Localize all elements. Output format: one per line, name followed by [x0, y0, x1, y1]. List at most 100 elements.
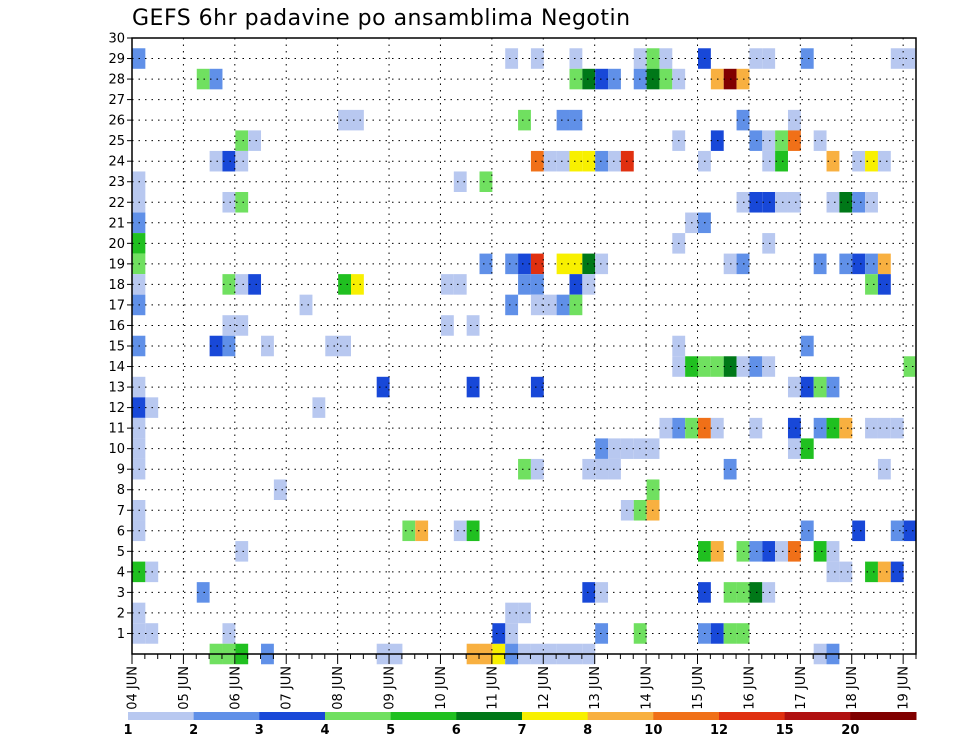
- heatmap-cell: [235, 150, 249, 172]
- y-tick-label: 15: [108, 340, 125, 355]
- heatmap-cell: [556, 294, 570, 316]
- heatmap-cell: [800, 335, 814, 357]
- heatmap-cell: [800, 48, 814, 69]
- heatmap-cell: [839, 192, 853, 213]
- y-tick-label: 4: [117, 565, 125, 580]
- heatmap-cell: [877, 150, 891, 172]
- heatmap-cell: [762, 541, 776, 562]
- heatmap-cell: [530, 376, 544, 398]
- heatmap-cell: [222, 315, 236, 336]
- x-tick-label: 14 JUN: [640, 666, 655, 710]
- heatmap-cell: [235, 315, 249, 336]
- heatmap-cell: [235, 274, 249, 295]
- x-tick-label: 11 JUN: [485, 666, 500, 710]
- heatmap-cell: [775, 192, 788, 213]
- heatmap-cell: [376, 376, 390, 398]
- heatmap-cell: [749, 48, 763, 69]
- heatmap-cell: [479, 171, 493, 192]
- heatmap-cell: [261, 335, 274, 357]
- x-tick-label: 18 JUN: [845, 666, 860, 710]
- color-legend: 1 2 3 4 5 6 7 8 10 12 15 20: [123, 712, 917, 738]
- heatmap-cell: [736, 253, 750, 275]
- legend-swatch: [128, 712, 195, 720]
- x-tick-label: 15 JUN: [691, 666, 706, 710]
- legend-label: 2: [189, 723, 198, 738]
- heatmap-cell: [466, 315, 480, 336]
- heatmap-cell: [826, 561, 840, 583]
- heatmap-cell: [582, 253, 596, 275]
- heatmap-cell: [440, 274, 454, 295]
- heatmap-cell: [569, 109, 583, 131]
- heatmap-cell: [877, 458, 891, 480]
- heatmap-cell: [787, 541, 801, 562]
- heatmap-cell: [826, 192, 840, 213]
- heatmap-cell: [736, 192, 750, 213]
- heatmap-cell: [569, 253, 583, 275]
- y-tick-label: 26: [108, 114, 125, 129]
- legend-swatch: [587, 712, 654, 720]
- heatmap-cell: [453, 171, 467, 192]
- legend-swatch: [719, 712, 786, 720]
- x-tick-label: 19 JUN: [897, 666, 912, 710]
- heatmap-cell: [530, 458, 544, 480]
- heatmap-cell: [813, 130, 827, 151]
- heatmap-cell: [762, 582, 776, 603]
- heatmap-cell: [749, 541, 763, 562]
- heatmap-cell: [530, 274, 544, 295]
- heatmap-cell: [556, 253, 570, 275]
- x-tick-label: 08 JUN: [331, 666, 346, 710]
- heatmap-cell: [466, 520, 480, 542]
- heatmap-cell: [595, 582, 609, 603]
- y-tick-label: 5: [117, 545, 125, 560]
- y-tick-label: 23: [108, 175, 125, 190]
- y-tick-label: 12: [108, 401, 125, 416]
- heatmap-cell: [569, 150, 583, 172]
- heatmap-cell: [505, 623, 519, 644]
- heatmap-cell: [505, 602, 519, 624]
- y-tick-label: 22: [108, 196, 125, 211]
- heatmap-cell: [749, 130, 763, 151]
- legend-label: 5: [386, 723, 395, 738]
- y-tick-label: 17: [108, 298, 125, 313]
- heatmap-cell: [530, 150, 544, 172]
- legend-label: 7: [517, 723, 526, 738]
- heatmap-cell: [350, 109, 364, 131]
- heatmap-cell: [877, 561, 891, 583]
- y-axis: 1234567891011121314151617181920212223242…: [108, 32, 132, 642]
- heatmap-cell: [890, 520, 904, 542]
- grid-lines: [132, 37, 916, 654]
- y-tick-label: 20: [108, 237, 125, 252]
- heatmap-cell: [518, 109, 531, 131]
- heatmap-cell: [762, 150, 776, 172]
- heatmap-cell: [530, 294, 544, 316]
- heatmap-cell: [595, 150, 609, 172]
- heatmap-cell: [890, 561, 904, 583]
- y-tick-label: 1: [117, 627, 125, 642]
- heatmap-cell: [787, 109, 801, 131]
- legend-label: 10: [644, 723, 662, 738]
- heatmap-cell: [813, 376, 827, 398]
- heatmap-cell: [543, 150, 557, 172]
- heatmap-cell: [865, 274, 878, 295]
- legend-swatch: [784, 712, 851, 720]
- legend-label: 1: [123, 723, 132, 738]
- heatmap-cell: [569, 274, 583, 295]
- y-tick-label: 16: [108, 319, 125, 334]
- x-tick-label: 17 JUN: [794, 666, 809, 710]
- heatmap-cell: [235, 130, 249, 151]
- heatmap-cell: [556, 109, 570, 131]
- heatmap-cell: [222, 335, 236, 357]
- heatmap-cell: [518, 458, 531, 480]
- heatmap-cell: [852, 150, 866, 172]
- heatmap-cell: [222, 150, 236, 172]
- heatmap-cell: [582, 150, 596, 172]
- heatmap-cell: [775, 150, 788, 172]
- heatmap-cell: [222, 274, 236, 295]
- legend-swatch: [325, 712, 392, 720]
- heatmap-cell: [235, 541, 249, 562]
- legend-label: 3: [255, 723, 264, 738]
- heatmap-cell: [736, 623, 750, 644]
- heatmap-cell: [890, 48, 904, 69]
- y-tick-label: 11: [108, 422, 125, 437]
